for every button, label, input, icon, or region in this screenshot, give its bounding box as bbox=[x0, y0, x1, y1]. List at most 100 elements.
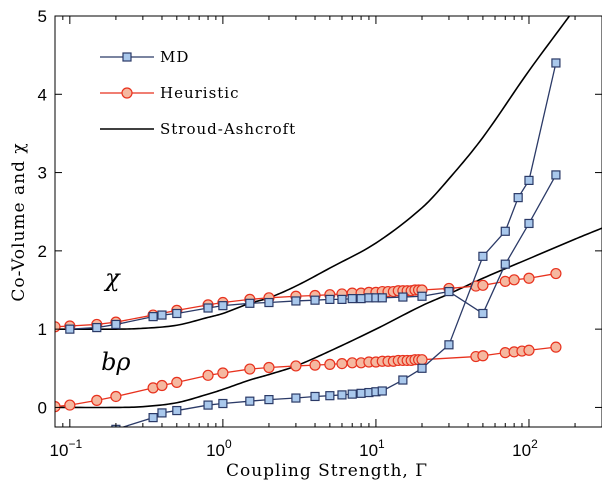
data-point bbox=[324, 358, 336, 370]
data-point bbox=[290, 360, 302, 372]
data-point bbox=[203, 400, 213, 410]
data-point bbox=[550, 341, 562, 353]
data-point bbox=[111, 319, 121, 330]
data-point bbox=[478, 308, 488, 319]
x-tick-label: 101 bbox=[359, 437, 385, 460]
data-point bbox=[310, 295, 320, 305]
data-point bbox=[148, 413, 158, 423]
data-point bbox=[172, 308, 182, 319]
data-point bbox=[263, 361, 275, 374]
data-point bbox=[477, 279, 489, 291]
data-point bbox=[64, 399, 76, 411]
data-point bbox=[157, 408, 167, 418]
series-sa-curve bbox=[55, 16, 571, 331]
data-point bbox=[377, 386, 387, 396]
ticks-layer: 0 1 2 3 4 5 10−1 100 101 102 bbox=[38, 7, 602, 460]
data-point bbox=[218, 301, 228, 311]
series-line bbox=[55, 16, 571, 331]
data-point bbox=[218, 398, 228, 409]
data-point bbox=[245, 298, 255, 308]
data-point bbox=[337, 294, 347, 304]
data-point bbox=[524, 218, 534, 229]
data-point bbox=[217, 367, 229, 379]
x-tick-label: 100 bbox=[206, 437, 232, 460]
data-point bbox=[157, 310, 167, 320]
data-point bbox=[148, 312, 158, 322]
data-point bbox=[477, 350, 489, 362]
data-point bbox=[347, 389, 357, 399]
data-point bbox=[444, 340, 454, 350]
legend: MD Heuristic Stroud-Ashcroft bbox=[100, 48, 296, 138]
data-point bbox=[325, 294, 335, 304]
data-point bbox=[337, 390, 347, 400]
data-point bbox=[550, 267, 562, 280]
data-point bbox=[309, 359, 321, 371]
data-point bbox=[336, 357, 348, 370]
data-point bbox=[55, 401, 61, 413]
y-axis-title: Co-Volume and χ bbox=[9, 142, 29, 301]
data-point bbox=[356, 294, 366, 304]
data-point bbox=[377, 293, 387, 303]
data-point bbox=[513, 193, 523, 203]
data-point bbox=[347, 294, 357, 304]
data-point bbox=[122, 52, 132, 62]
y-tick-label: 0 bbox=[38, 398, 47, 417]
data-point bbox=[245, 396, 255, 406]
data-point bbox=[551, 170, 561, 180]
data-point bbox=[65, 324, 75, 334]
data-point bbox=[291, 393, 301, 403]
data-point bbox=[291, 296, 301, 306]
data-point bbox=[203, 303, 213, 313]
legend-label: Heuristic bbox=[160, 84, 240, 102]
y-tick-label: 5 bbox=[38, 7, 47, 26]
data-point bbox=[325, 391, 335, 401]
annotations: χ bρ bbox=[101, 264, 130, 376]
data-point bbox=[202, 369, 214, 381]
data-point bbox=[264, 395, 274, 405]
series-layer bbox=[55, 16, 602, 427]
data-point bbox=[398, 292, 408, 302]
data-point bbox=[478, 251, 488, 261]
y-tick-label: 1 bbox=[38, 320, 47, 339]
series-md-curve bbox=[65, 170, 561, 334]
series-heuristic-curve bbox=[55, 341, 562, 413]
legend-entry-md: MD bbox=[100, 48, 189, 66]
data-point bbox=[264, 297, 274, 308]
data-point bbox=[91, 394, 103, 406]
data-point bbox=[310, 391, 320, 402]
x-axis-title: Coupling Strength, Γ bbox=[226, 461, 428, 481]
data-point bbox=[508, 274, 520, 286]
data-point bbox=[417, 363, 427, 373]
data-point bbox=[121, 87, 133, 99]
data-point bbox=[500, 226, 510, 236]
data-point bbox=[417, 291, 427, 301]
data-point bbox=[524, 175, 534, 185]
data-point bbox=[244, 363, 256, 375]
annotation-label: bρ bbox=[101, 348, 130, 376]
series-md-curve bbox=[111, 58, 561, 427]
plot-frame bbox=[54, 15, 602, 428]
data-point bbox=[500, 259, 510, 269]
data-point bbox=[172, 405, 182, 416]
data-point bbox=[398, 375, 408, 385]
x-tick-label: 10−1 bbox=[50, 437, 83, 460]
legend-label: Stroud-Ashcroft bbox=[160, 120, 296, 138]
y-tick-label: 3 bbox=[38, 164, 47, 183]
data-point bbox=[416, 354, 428, 366]
data-point bbox=[92, 322, 102, 333]
data-point bbox=[171, 376, 183, 388]
legend-entry-sa: Stroud-Ashcroft bbox=[100, 120, 296, 138]
data-point bbox=[523, 272, 535, 284]
data-point bbox=[110, 390, 122, 403]
annotation-label: χ bbox=[103, 264, 121, 292]
x-tick-label: 102 bbox=[512, 437, 538, 460]
legend-label: MD bbox=[160, 48, 189, 66]
y-tick-label: 2 bbox=[38, 242, 47, 261]
legend-entry-heuristic: Heuristic bbox=[100, 84, 240, 102]
series-line bbox=[121, 62, 557, 427]
y-tick-label: 4 bbox=[38, 85, 47, 104]
data-point bbox=[551, 58, 561, 68]
data-point bbox=[356, 388, 366, 398]
data-point bbox=[156, 379, 168, 392]
